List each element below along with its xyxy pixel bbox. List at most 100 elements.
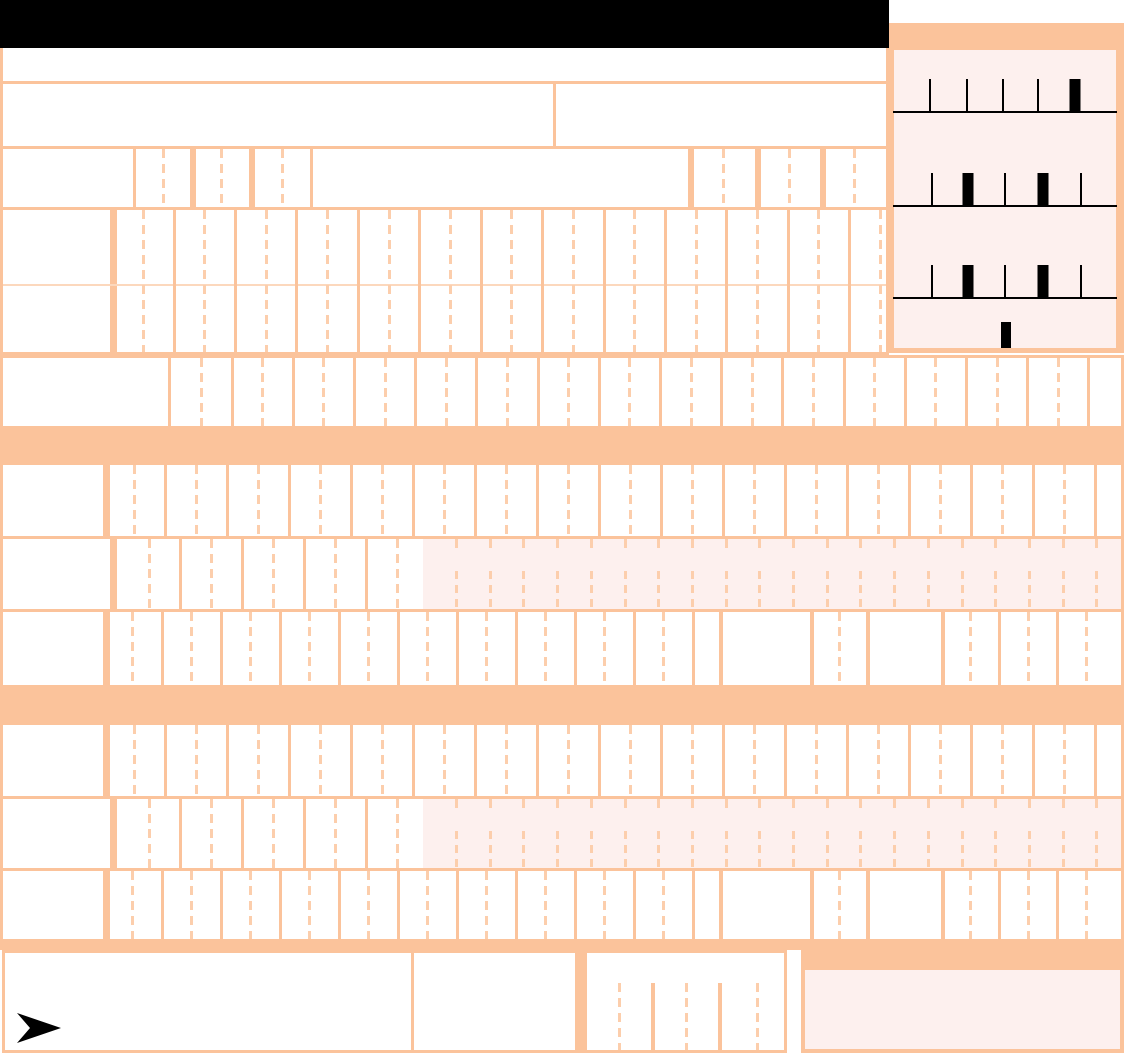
comb-separator bbox=[879, 210, 882, 352]
row-beneficiary-line2[interactable] bbox=[0, 536, 1124, 612]
comb-separator bbox=[753, 725, 756, 796]
comb-separator bbox=[381, 725, 384, 796]
row-sender-line2[interactable] bbox=[0, 796, 1124, 871]
comb-separator bbox=[338, 871, 341, 939]
comb-separator bbox=[397, 871, 400, 939]
comb-separator bbox=[567, 358, 570, 426]
comb-separator bbox=[718, 983, 722, 1050]
comb-separator bbox=[148, 799, 151, 868]
comb-separator bbox=[692, 612, 695, 685]
row-sender-account-label bbox=[3, 871, 103, 939]
row-name[interactable] bbox=[0, 355, 1124, 429]
row-name-label bbox=[3, 358, 168, 426]
comb-separator bbox=[590, 571, 593, 609]
comb-separator bbox=[820, 149, 826, 207]
comb-separator bbox=[226, 725, 229, 796]
comb-separator bbox=[505, 465, 508, 536]
comb-separator bbox=[265, 210, 268, 352]
comb-separator bbox=[522, 539, 525, 548]
comb-separator bbox=[812, 358, 815, 426]
row-beneficiary-account[interactable] bbox=[0, 609, 1124, 688]
comb-separator bbox=[1095, 539, 1098, 548]
comb-separator bbox=[590, 830, 593, 868]
comb-separator bbox=[474, 465, 477, 536]
signature-box[interactable] bbox=[2, 950, 414, 1053]
comb-separator bbox=[877, 725, 880, 796]
comb-separator bbox=[556, 830, 559, 868]
comb-separator bbox=[998, 612, 1001, 685]
comb-separator bbox=[474, 725, 477, 796]
comb-separator bbox=[220, 612, 223, 685]
comb-separator bbox=[249, 149, 255, 207]
comb-separator bbox=[725, 539, 728, 548]
comb-separator bbox=[350, 725, 353, 796]
comb-separator bbox=[719, 612, 723, 685]
comb-separator bbox=[131, 871, 134, 939]
calibration-scale-panel bbox=[889, 23, 1124, 353]
comb-separator bbox=[657, 539, 660, 548]
bottom-divider-band bbox=[0, 942, 1124, 950]
comb-separator bbox=[603, 871, 606, 939]
comb-separator bbox=[455, 539, 458, 548]
row-beneficiary-line2-highlight-zone[interactable] bbox=[423, 539, 1121, 609]
row-sender-line2-highlight-zone[interactable] bbox=[423, 799, 1121, 868]
comb-separator bbox=[1062, 799, 1065, 808]
comb-separator bbox=[308, 612, 311, 685]
comb-separator bbox=[220, 149, 223, 207]
row-top-reference[interactable] bbox=[0, 48, 889, 84]
comb-separator bbox=[758, 799, 761, 808]
comb-separator bbox=[691, 799, 694, 808]
comb-separator bbox=[792, 571, 795, 609]
comb-separator bbox=[133, 465, 136, 536]
row-beneficiary-line1[interactable] bbox=[0, 462, 1124, 539]
row-sender-line1[interactable] bbox=[0, 722, 1124, 799]
comb-separator bbox=[456, 612, 459, 685]
comb-separator bbox=[722, 465, 725, 536]
comb-separator bbox=[195, 725, 198, 796]
row-account-number-label bbox=[3, 210, 110, 352]
comb-separator bbox=[755, 149, 761, 207]
comb-separator bbox=[1056, 871, 1059, 939]
comb-separator bbox=[994, 830, 997, 868]
comb-separator bbox=[489, 799, 492, 808]
row-date-codes[interactable] bbox=[0, 146, 889, 210]
comb-separator bbox=[787, 210, 790, 352]
comb-separator bbox=[396, 799, 399, 868]
comb-separator bbox=[784, 465, 787, 536]
comb-separator bbox=[1062, 539, 1065, 548]
comb-separator bbox=[598, 465, 601, 536]
row-header-split[interactable] bbox=[0, 81, 889, 149]
comb-separator bbox=[489, 830, 492, 868]
comb-separator bbox=[522, 830, 525, 868]
office-use-body bbox=[805, 970, 1120, 1049]
comb-separator bbox=[210, 539, 213, 609]
comb-separator bbox=[859, 539, 862, 548]
label-thick-separator bbox=[110, 539, 117, 609]
comb-separator bbox=[590, 799, 593, 808]
row-account-number[interactable] bbox=[0, 207, 889, 355]
comb-separator bbox=[553, 84, 556, 146]
comb-separator bbox=[1028, 799, 1031, 808]
comb-separator bbox=[456, 871, 459, 939]
stamp-box[interactable] bbox=[411, 950, 578, 1053]
comb-separator bbox=[691, 539, 694, 548]
comb-separator bbox=[859, 571, 862, 609]
comb-separator bbox=[367, 871, 370, 939]
comb-separator bbox=[939, 465, 942, 536]
comb-separator bbox=[426, 871, 429, 939]
comb-separator bbox=[1028, 539, 1031, 548]
comb-separator bbox=[515, 871, 518, 939]
comb-separator bbox=[1095, 799, 1098, 808]
comb-separator bbox=[161, 612, 164, 685]
comb-separator bbox=[692, 871, 695, 939]
comb-separator bbox=[426, 612, 429, 685]
comb-separator bbox=[1085, 871, 1088, 939]
comb-separator bbox=[664, 210, 667, 352]
comb-separator bbox=[544, 871, 547, 939]
comb-separator bbox=[148, 539, 151, 609]
code-comb-box[interactable] bbox=[584, 950, 787, 1053]
comb-separator bbox=[618, 983, 621, 1050]
comb-separator bbox=[179, 539, 182, 609]
row-sender-account[interactable] bbox=[0, 868, 1124, 942]
comb-separator bbox=[1094, 465, 1097, 536]
